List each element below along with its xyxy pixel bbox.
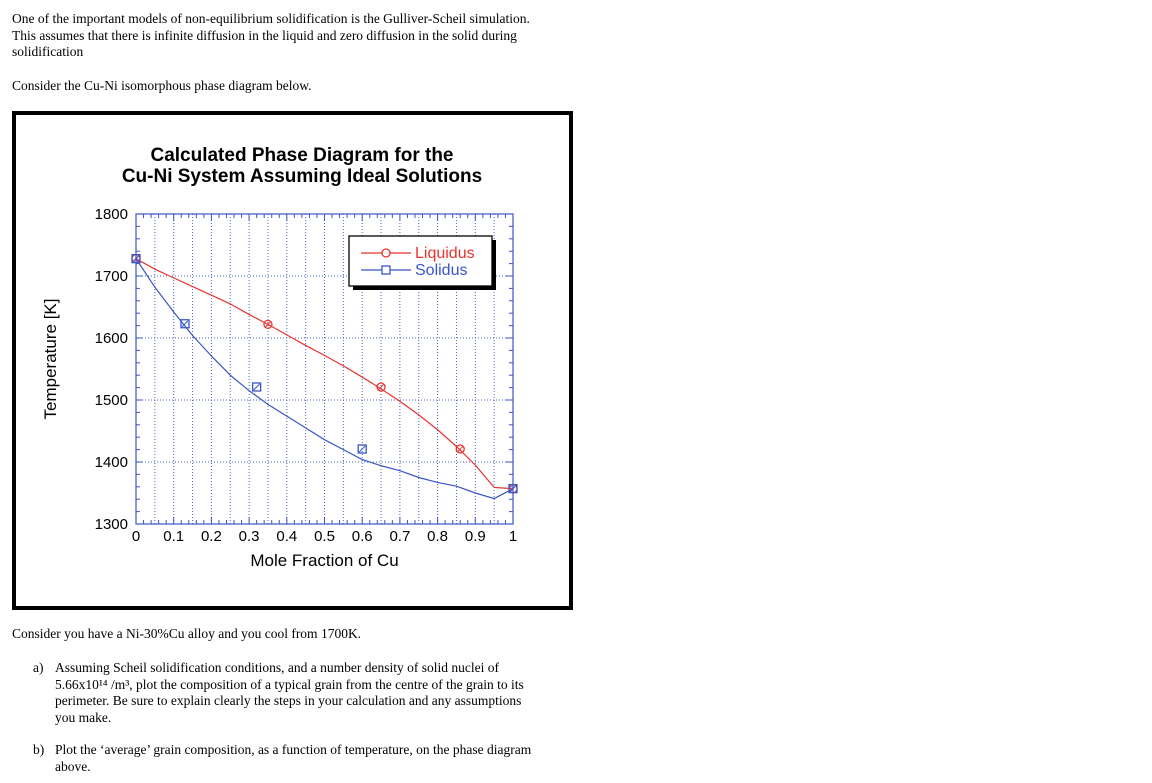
question-b: b) Plot the ‘average’ grain composition,… [33, 742, 573, 775]
x-tick-label: 1 [509, 528, 517, 545]
legend-label-solidus: Solidus [415, 262, 467, 279]
question-a-line: Assuming Scheil solidification condition… [55, 660, 499, 675]
solidus-point-slash [253, 383, 260, 391]
intro-line: This assumes that there is infinite diff… [12, 27, 517, 43]
question-b-line: Plot the ‘average’ grain composition, as… [55, 742, 532, 757]
y-tick-label: 1700 [95, 268, 128, 285]
y-tick-label: 1600 [95, 330, 128, 347]
legend-marker [381, 265, 391, 275]
solidus-point-slash [132, 255, 140, 262]
legend-label-liquidus: Liquidus [415, 245, 475, 262]
y-tick-label: 1800 [95, 206, 128, 223]
series-line-liquidus [135, 258, 514, 490]
y-tick-label: 1500 [95, 392, 128, 409]
x-tick-label: 0.7 [389, 528, 410, 545]
solidus-point [131, 253, 141, 264]
question-a-line: perimeter. Be sure to explain clearly th… [55, 693, 522, 708]
chart-title-line: Calculated Phase Diagram for the [150, 145, 453, 166]
phase-diagram-figure: Calculated Phase Diagram for the Cu-Ni Sy… [12, 111, 573, 610]
solidus-point-slash [358, 445, 366, 453]
liquidus-point-slash [456, 445, 464, 453]
y-axis-label: Temperature [K] [41, 299, 60, 420]
x-tick-label: 0.3 [239, 528, 260, 545]
x-axis-label: Mole Fraction of Cu [250, 551, 398, 570]
legend-marker [381, 248, 391, 258]
liquidus-point-slash [377, 383, 385, 391]
intro-paragraph: One of the important models of non-equil… [12, 11, 582, 61]
liquidus-point [263, 319, 273, 330]
consider-alloy-text: Consider you have a Ni-30%Cu alloy and y… [12, 626, 362, 641]
x-tick-label: 0.4 [276, 528, 297, 545]
question-b-label: b) [33, 742, 45, 757]
x-tick-label: 0.8 [427, 528, 448, 545]
y-tick-label: 1400 [95, 454, 128, 471]
liquidus-point [455, 444, 465, 454]
question-a: a) Assuming Scheil solidification condit… [33, 660, 573, 726]
x-tick-label: 0.9 [465, 528, 486, 545]
solidus-point-slash [181, 320, 189, 328]
solidus-point [251, 382, 262, 392]
liquidus-point-slash [264, 321, 272, 328]
x-tick-label: 0.5 [314, 528, 335, 545]
question-a-line: 5.66x10¹⁴ /m³, plot the composition of a… [55, 676, 524, 692]
intro-line: solidification [12, 44, 84, 59]
x-tick-label: 0 [132, 528, 140, 545]
question-a-line: you make. [55, 709, 112, 725]
question-a-label: a) [33, 660, 44, 675]
solidus-point [180, 319, 190, 329]
solidus-point-slash [509, 485, 517, 493]
y-tick-label: 1300 [95, 516, 128, 533]
solidus-point [357, 444, 367, 454]
x-tick-label: 0.6 [352, 528, 373, 545]
chart-title-line: Cu-Ni System Assuming Ideal Solutions [122, 166, 482, 187]
intro-line: One of the important models of non-equil… [12, 11, 530, 26]
x-tick-label: 0.1 [163, 528, 184, 545]
solidus-point [508, 484, 518, 494]
liquidus-point [376, 382, 386, 392]
consider-diagram-text: Consider the Cu-Ni isomorphous phase dia… [12, 78, 312, 93]
x-tick-label: 0.2 [201, 528, 222, 545]
series-line-solidus [135, 258, 514, 500]
question-b-line: above. [55, 758, 91, 774]
legend-box [348, 235, 493, 287]
